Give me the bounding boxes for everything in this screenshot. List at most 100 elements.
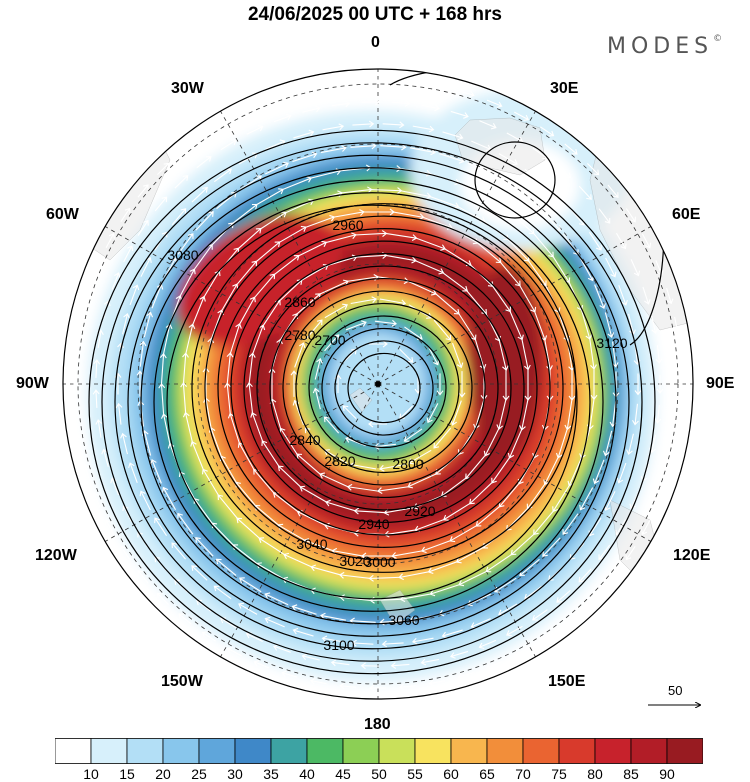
colorbar-tick-10: 10 <box>83 766 99 782</box>
wind-arrow-331 <box>352 120 375 128</box>
wind-arrow-372 <box>101 448 109 467</box>
wind-arrow-358 <box>420 658 440 666</box>
wind-arrow-362 <box>301 653 320 661</box>
wind-arrow-400 <box>630 259 641 277</box>
wind-arrow-33 <box>324 303 348 319</box>
height-contour-4 <box>295 302 473 474</box>
wind-arrow-385 <box>246 125 264 135</box>
wind-arrow-302 <box>441 629 463 639</box>
wind-arrow-370 <box>122 505 133 523</box>
colorbar-tick-85: 85 <box>623 766 639 782</box>
wind-arrow-429 <box>137 570 149 584</box>
wind-arrow-258 <box>239 577 262 593</box>
wind-arrow-13 <box>323 416 340 434</box>
colorbar-tick-40: 40 <box>299 766 315 782</box>
wind-arrow-359 <box>390 662 410 669</box>
wind-arrow-387 <box>302 105 321 113</box>
contour-label-14: 3100 <box>323 637 354 653</box>
wind-arrow-465 <box>666 288 674 305</box>
wind-arrow-453 <box>399 78 417 86</box>
wind-arrow-311 <box>191 565 208 581</box>
height-contour-17 <box>114 154 630 650</box>
wind-arrow-246 <box>562 513 579 535</box>
map-title: 24/06/2025 00 UTC + 168 hrs <box>247 4 503 25</box>
wind-arrow-373 <box>95 419 103 438</box>
wind-arrow-412 <box>586 592 599 606</box>
contour-label-0: 2700 <box>314 332 345 348</box>
wind-arrow-390 <box>391 99 411 107</box>
wind-arrow-308 <box>264 616 285 628</box>
wind-arrow-310 <box>213 585 232 600</box>
colorbar-tick-25: 25 <box>191 766 207 782</box>
wind-arrow-413 <box>564 613 578 625</box>
colorbar-tick-75: 75 <box>551 766 567 782</box>
height-contour-5 <box>282 290 486 486</box>
wind-arrow-285 <box>542 211 561 231</box>
colorbar-swatch-7 <box>306 738 344 764</box>
colorbar-tick-15: 15 <box>119 766 135 782</box>
wind-arrow-404 <box>678 376 686 393</box>
colorbar-swatch-15 <box>594 738 632 764</box>
wind-arrow-245 <box>579 487 594 511</box>
wind-arrow-406 <box>671 435 679 452</box>
wind-arrow-430 <box>120 545 131 560</box>
wind-arrow-257 <box>264 592 289 606</box>
wind-arrow-268 <box>143 311 154 338</box>
wind-arrow-325 <box>191 187 208 203</box>
wind-arrow-467 <box>677 346 685 364</box>
wind-arrow-322 <box>140 257 152 277</box>
wind-arrow-255 <box>320 612 346 621</box>
wind-arrow-455 <box>458 90 475 98</box>
wind-arrow-30 <box>290 370 298 397</box>
height-contour-9 <box>230 240 538 536</box>
wind-arrow-458 <box>539 126 555 137</box>
wind-arrow-402 <box>651 315 659 334</box>
colorbar-tick-60: 60 <box>443 766 459 782</box>
height-contour-19 <box>88 129 656 675</box>
wind-arrow-281 <box>439 153 465 164</box>
wind-arrow-24 <box>408 449 432 465</box>
colorbar-tick-65: 65 <box>479 766 495 782</box>
wind-arrow-244 <box>592 459 605 485</box>
height-contour-6 <box>269 277 499 499</box>
colorbar-tick-35: 35 <box>263 766 279 782</box>
colorbar-swatch-16 <box>630 738 668 764</box>
colorbar-tick-30: 30 <box>227 766 243 782</box>
wind-arrow-417 <box>457 672 474 680</box>
wind-arrow-118 <box>521 338 531 371</box>
wind-arrow-401 <box>642 286 651 305</box>
wind-arrow-382 <box>174 175 189 189</box>
wind-arrow-356 <box>478 639 497 650</box>
contour-label-8: 2960 <box>332 217 363 233</box>
lon-label-90e: 90E <box>706 375 735 392</box>
colorbar-swatch-2 <box>126 738 164 764</box>
wind-arrow-289 <box>604 312 615 338</box>
height-contour-18 <box>101 142 643 662</box>
wind-arrow-351 <box>598 544 611 561</box>
wind-arrow-154 <box>544 338 553 371</box>
wind-arrow-354 <box>532 609 548 621</box>
wind-arrow-60 <box>474 339 487 370</box>
wind-arrow-388 <box>331 100 351 108</box>
wind-arrow-315 <box>128 462 138 483</box>
contour-label-6: 2920 <box>404 503 435 519</box>
height-contour-7 <box>256 265 512 511</box>
wind-arrow-326 <box>213 168 232 183</box>
colorbar-swatch-9 <box>378 738 416 764</box>
height-contour-8 <box>243 253 525 523</box>
lon-label-120e: 120E <box>673 547 711 564</box>
wind-arrow-304 <box>381 640 404 648</box>
wind-arrow-399 <box>615 232 627 250</box>
wind-arrow-457 <box>514 111 530 121</box>
wind-arrow-253 <box>379 618 406 626</box>
wind-arrow-439 <box>84 287 92 304</box>
contour-label-13: 3080 <box>167 247 198 263</box>
wind-arrow-342 <box>618 285 628 306</box>
wind-arrow-426 <box>201 631 217 642</box>
lon-label-120w: 120W <box>35 547 77 564</box>
wind-arrow-415 <box>513 647 529 658</box>
colorbar-swatch-17 <box>666 738 703 764</box>
reference-vector-label: 50 <box>668 683 683 698</box>
contour-label-3: 2820 <box>324 453 355 469</box>
